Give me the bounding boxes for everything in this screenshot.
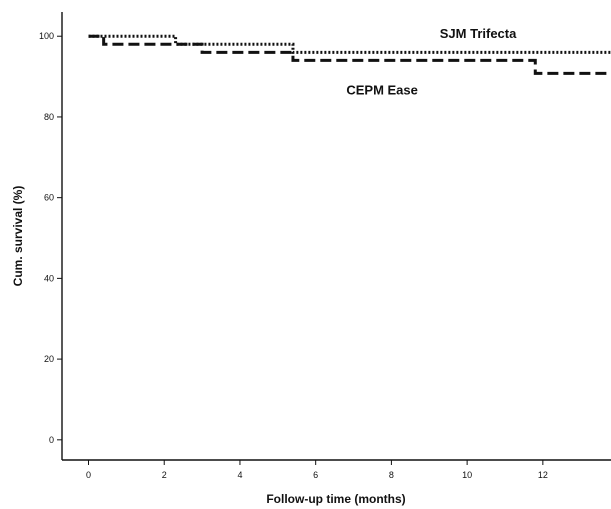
x-tick-label: 0 (86, 470, 91, 480)
y-axis-ticks: 0 20 40 60 80 100 (39, 31, 62, 445)
y-tick-label: 60 (44, 193, 54, 203)
x-tick-label: 6 (313, 470, 318, 480)
x-axis-title: Follow-up time (months) (266, 492, 405, 506)
series-labels: SJM Trifecta CEPM Ease (346, 26, 517, 98)
y-tick-label: 20 (44, 354, 54, 364)
x-tick-label: 8 (389, 470, 394, 480)
y-tick-label: 100 (39, 31, 54, 41)
x-tick-label: 2 (162, 470, 167, 480)
x-tick-label: 4 (237, 470, 242, 480)
y-tick-label: 0 (49, 435, 54, 445)
series-lines (88, 34, 611, 75)
sjm-trifecta-label: SJM Trifecta (440, 26, 517, 41)
cepm-ease-label: CEPM Ease (346, 83, 418, 98)
y-axis-title: Cum. survival (%) (11, 186, 25, 287)
y-tick-label: 80 (44, 112, 54, 122)
x-tick-label: 10 (462, 470, 472, 480)
x-tick-label: 12 (538, 470, 548, 480)
y-tick-label: 40 (44, 273, 54, 283)
x-axis-ticks: 0 2 4 6 8 10 12 (86, 460, 548, 480)
cepm-ease-line (88, 34, 611, 75)
sjm-trifecta-line (88, 34, 611, 54)
